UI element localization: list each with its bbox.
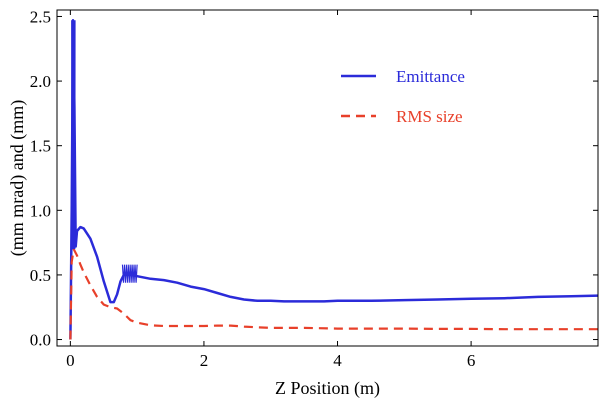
y-axis-title: (mm mrad) and (mm) [7,100,28,256]
y-tick-label: 0.5 [30,266,51,285]
plot-frame [56,9,599,347]
legend-label: RMS size [396,107,463,126]
series-line-rms-size [69,248,598,340]
oscillation-band [71,20,76,250]
y-tick-label: 1.0 [30,201,51,220]
oscillation-band [121,264,138,283]
x-tick-label: 4 [333,351,342,370]
y-tick-label: 1.5 [30,137,51,156]
series-layer [69,19,599,340]
legend: Emittance RMS size [341,67,465,126]
legend-label: Emittance [396,67,465,86]
y-tick-label: 2.5 [30,7,51,26]
x-tick-label: 6 [467,351,476,370]
x-tick-label: 2 [200,351,209,370]
ticks-layer: 0 2 4 6 0.0 0.5 1.0 1.5 2.0 2.5 [30,7,598,370]
y-tick-label: 0.0 [30,331,51,350]
x-tick-label: 0 [66,351,75,370]
x-axis-title: Z Position (m) [275,378,380,399]
series-line-emittance [69,19,599,340]
y-tick-label: 2.0 [30,72,51,91]
